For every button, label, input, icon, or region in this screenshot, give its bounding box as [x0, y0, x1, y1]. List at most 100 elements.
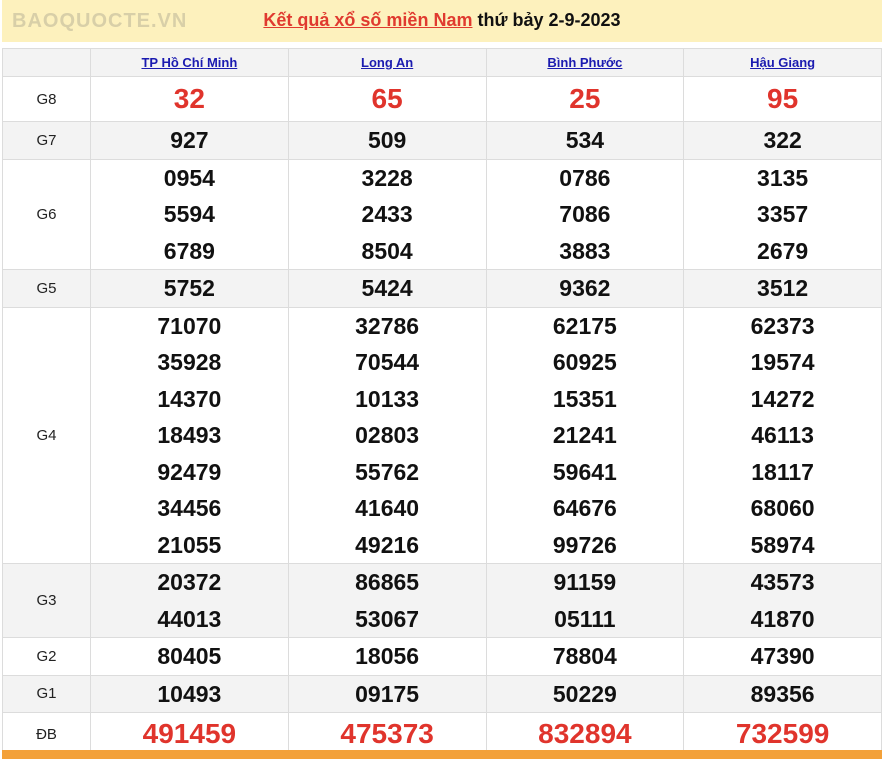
- province-link[interactable]: Bình Phước: [547, 54, 623, 70]
- prize-cell: 5424: [287, 269, 487, 308]
- prize-cell: 32786 70544 10133 02803 55762 41640 49216: [287, 306, 487, 564]
- province-header: Long An: [287, 48, 487, 77]
- prize-cell: 0954 5594 6789: [90, 158, 289, 270]
- prize-cell: 10493: [90, 674, 289, 713]
- prize-cell: 18056: [287, 637, 487, 676]
- province-link[interactable]: Long An: [361, 54, 414, 70]
- prize-number: 927: [170, 127, 209, 153]
- prize-number: 5594: [163, 201, 215, 227]
- prize-row-g2: G2 80405 18056 78804 47390: [2, 637, 882, 676]
- prize-number: 70544: [355, 349, 420, 375]
- prize-number: 80405: [157, 643, 222, 669]
- prize-cell: 475373: [287, 712, 487, 756]
- prize-label: ĐB: [2, 712, 91, 756]
- prize-cell: 50229: [485, 674, 685, 713]
- prize-cell: 3228 2433 8504: [287, 158, 487, 270]
- prize-number: 35928: [157, 349, 222, 375]
- prize-number: 0954: [163, 164, 215, 191]
- prize-row-g1: G1 10493 09175 50229 89356: [2, 674, 882, 713]
- prize-number: 14370: [157, 385, 222, 412]
- prize-number: 832894: [538, 718, 632, 749]
- prize-number: 21055: [157, 531, 222, 558]
- prize-row-đb: ĐB 491459 475373 832894 732599: [2, 712, 882, 756]
- prize-number: 71070: [157, 312, 222, 339]
- prize-cell: 91159 05111: [485, 563, 685, 638]
- prize-number: 89356: [750, 680, 815, 707]
- prize-cell: 89356: [683, 674, 882, 713]
- prize-number: 59641: [552, 458, 617, 485]
- prize-cell: 20372 44013: [90, 563, 289, 638]
- prize-number: 95: [767, 83, 799, 114]
- prize-cell: 32: [90, 76, 289, 122]
- prize-cell: 95: [683, 76, 882, 122]
- prize-cell: 5752: [90, 269, 289, 308]
- prize-number: 78804: [552, 643, 617, 669]
- page-title: Kết quả xổ số miền Nam thứ bảy 2-9-2023: [2, 0, 882, 42]
- prize-number: 09175: [355, 680, 420, 707]
- prize-number: 43573: [750, 569, 815, 595]
- prize-number: 475373: [340, 718, 434, 749]
- prize-cell: 80405: [90, 637, 289, 676]
- prize-number: 3228: [361, 164, 413, 191]
- prize-number: 10493: [157, 680, 222, 707]
- prize-number: 2433: [361, 201, 413, 227]
- prize-number: 18117: [751, 458, 814, 485]
- province-link[interactable]: TP Hồ Chí Minh: [141, 54, 238, 70]
- prize-cell: 509: [287, 121, 487, 160]
- prize-number: 41640: [355, 495, 420, 521]
- prize-cell: 534: [485, 121, 685, 160]
- prize-number: 86865: [355, 569, 420, 595]
- prize-number: 91159: [553, 569, 617, 595]
- prize-cell: 62373 19574 14272 46113 18117 68060 58974: [683, 306, 882, 564]
- prize-number: 732599: [735, 718, 830, 749]
- prize-cell: 43573 41870: [683, 563, 882, 638]
- prize-number: 2679: [757, 237, 809, 264]
- prize-number: 49216: [355, 531, 420, 558]
- prize-label: G1: [2, 674, 91, 713]
- prize-number: 322: [763, 127, 802, 153]
- prize-label: G2: [2, 637, 91, 676]
- prize-cell: 09175: [287, 674, 487, 713]
- prize-cell: 3512: [683, 269, 882, 308]
- province-header: TP Hồ Chí Minh: [90, 48, 289, 77]
- prize-row-g8: G8 32 65 25 95: [2, 76, 882, 122]
- prize-number: 3883: [559, 237, 611, 264]
- prize-number: 99726: [552, 531, 617, 558]
- prize-number: 47390: [750, 643, 815, 669]
- prize-number: 64676: [552, 495, 617, 521]
- prize-number: 18493: [157, 422, 222, 448]
- prize-number: 21241: [552, 422, 617, 448]
- prize-number: 3512: [757, 275, 809, 301]
- prize-cell: 322: [683, 121, 882, 160]
- title-date: thứ bảy 2-9-2023: [472, 10, 621, 30]
- prize-number: 58974: [750, 531, 815, 558]
- province-link[interactable]: Hậu Giang: [750, 54, 816, 70]
- results-table: TP Hồ Chí Minh Long An Bình Phước Hậu Gi…: [2, 48, 882, 756]
- prize-cell: 65: [287, 76, 487, 122]
- prize-number: 509: [367, 127, 407, 153]
- prize-number: 18056: [355, 643, 420, 669]
- prize-number: 5424: [361, 275, 413, 301]
- prize-number: 14272: [750, 385, 815, 412]
- prize-number: 65: [371, 83, 403, 114]
- prize-cell: 86865 53067: [287, 563, 487, 638]
- prize-number: 05111: [554, 605, 616, 632]
- prize-number: 0786: [559, 164, 611, 191]
- prize-row-g4: G4 71070 35928 14370 18493 92479 34456 21055 327…: [2, 306, 882, 564]
- prize-number: 60925: [552, 349, 617, 375]
- prize-number: 20372: [157, 569, 222, 595]
- results-link[interactable]: Kết quả xổ số miền Nam: [263, 10, 473, 30]
- prize-cell: 927: [90, 121, 289, 160]
- prize-label: G7: [2, 121, 91, 160]
- prize-row-g5: G5 5752 5424 9362 3512: [2, 269, 882, 308]
- prize-number: 02803: [355, 422, 420, 448]
- prize-number: 10133: [355, 385, 420, 412]
- prize-label: G4: [2, 306, 91, 564]
- prize-number: 25: [569, 83, 601, 114]
- prize-number: 15351: [552, 385, 617, 412]
- corner-cell: [2, 48, 91, 77]
- prize-number: 50229: [552, 680, 617, 707]
- prize-number: 55762: [355, 458, 420, 485]
- prize-row-g6: G6 0954 5594 6789 3228 2433 8504 0786 7086 3883 31…: [2, 158, 882, 270]
- prize-cell: 62175 60925 15351 21241 59641 64676 99726: [485, 306, 685, 564]
